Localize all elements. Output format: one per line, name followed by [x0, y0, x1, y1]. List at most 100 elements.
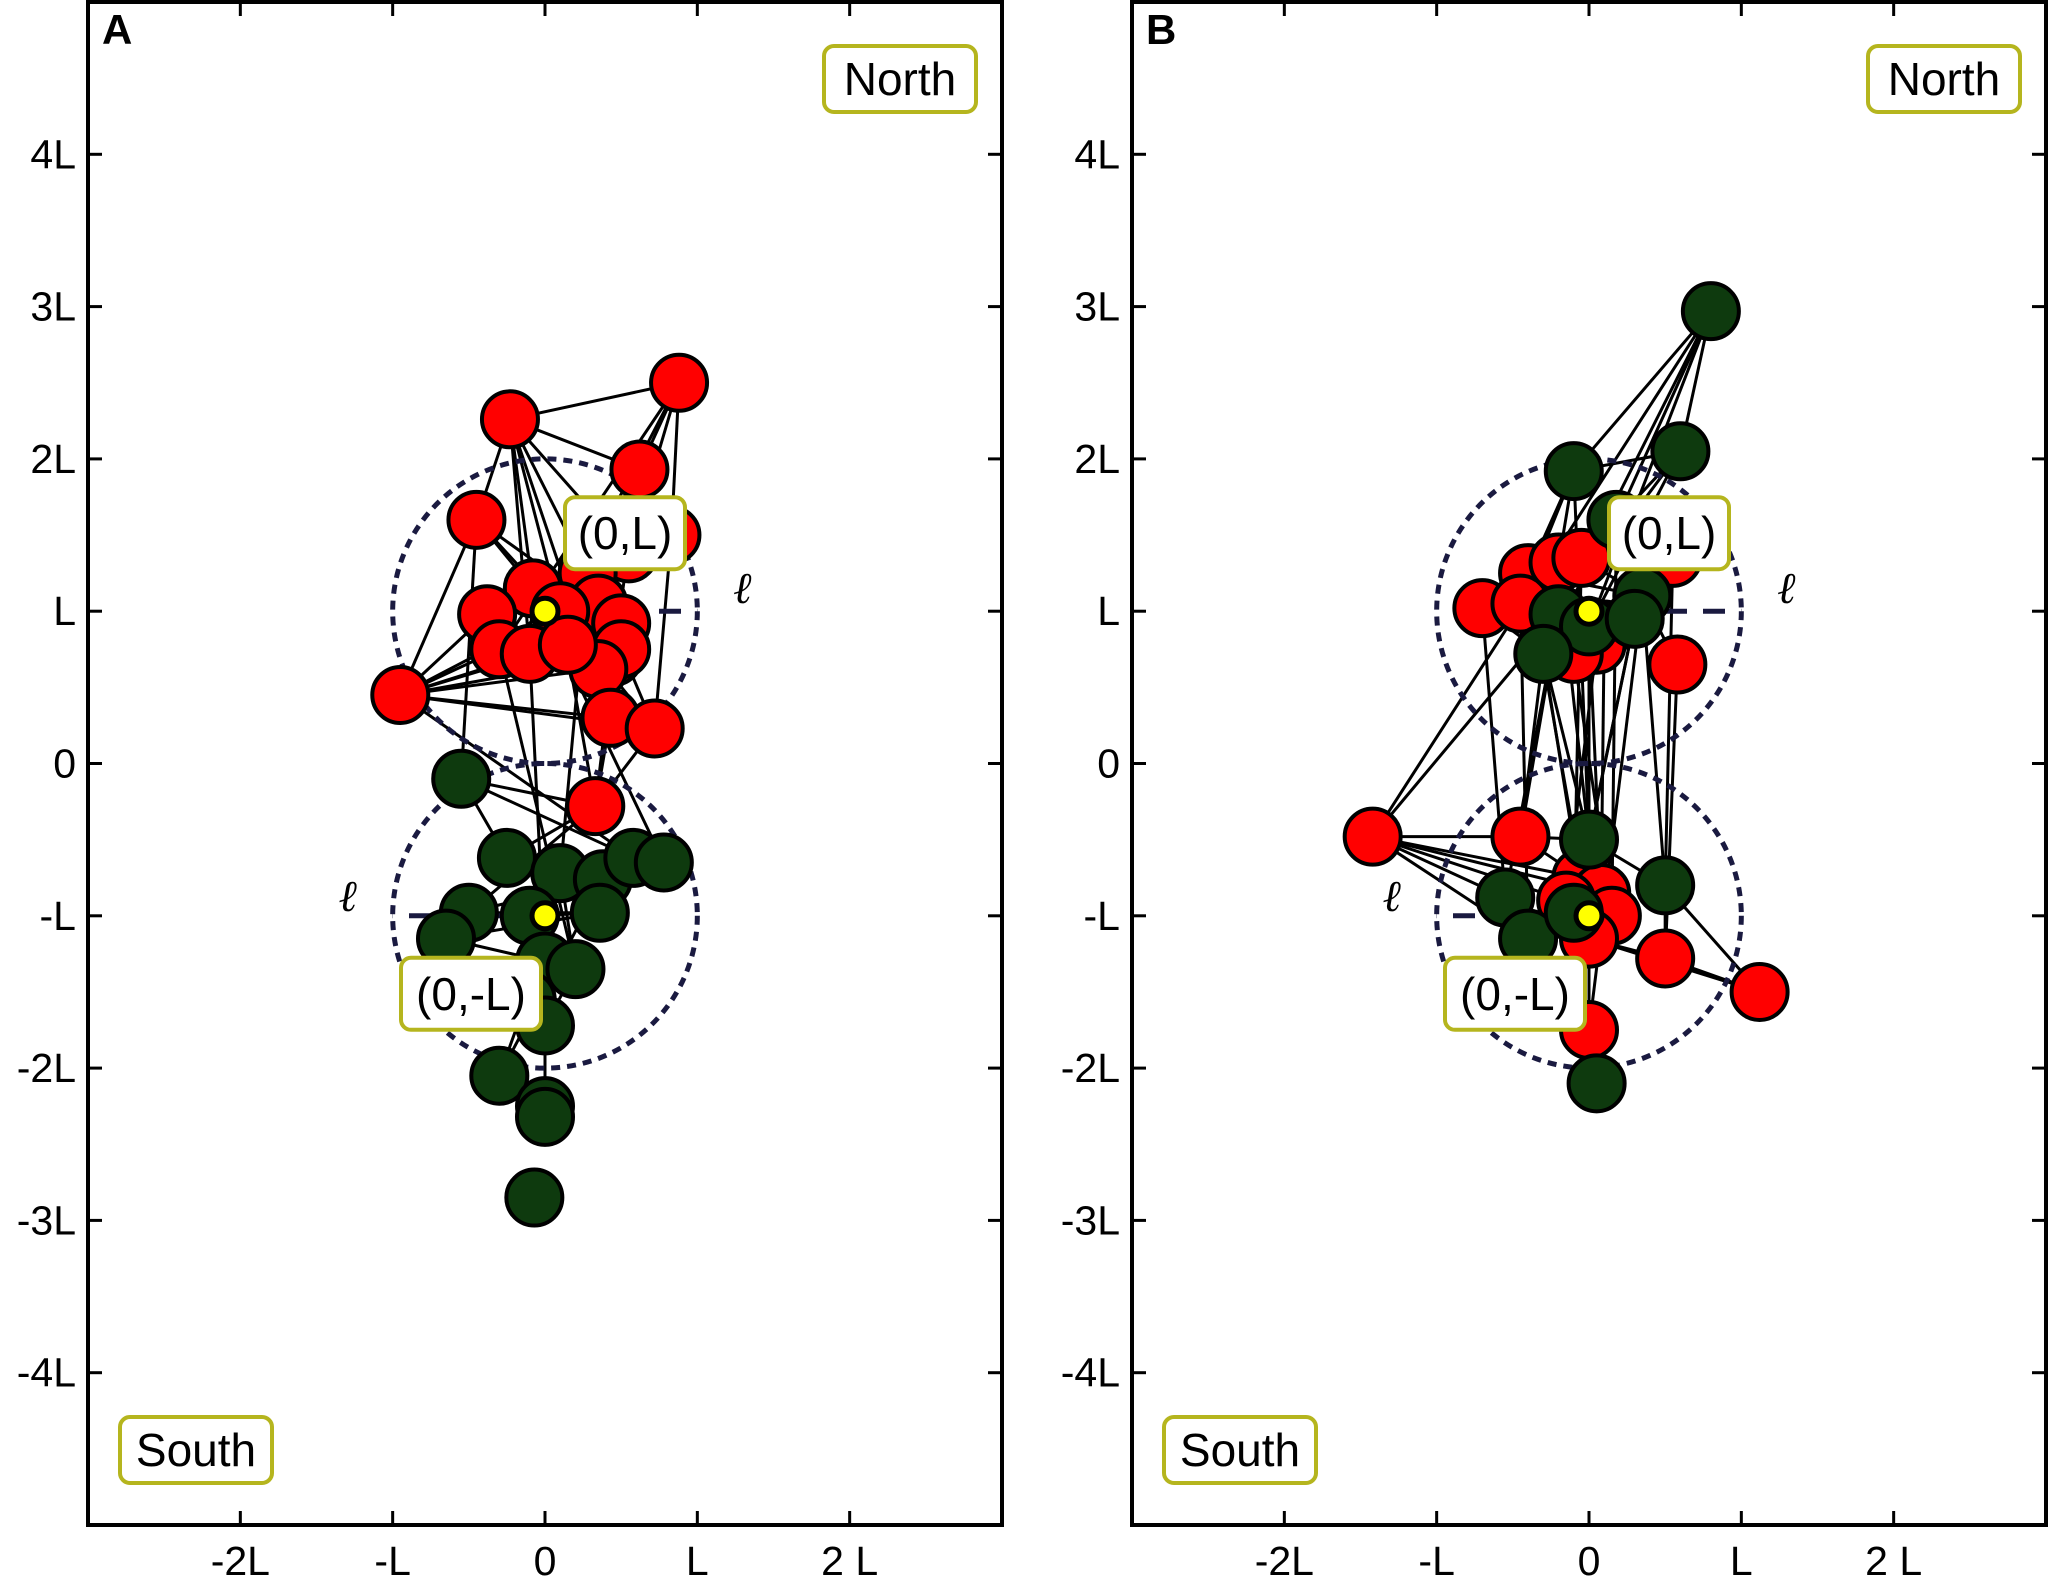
green-node	[569, 882, 630, 943]
x-tick-label: 2 L	[821, 1538, 878, 1582]
y-tick-label: L	[1097, 588, 1120, 634]
center-label: (0,-L)	[399, 955, 543, 1032]
center-label-text: (0,-L)	[416, 968, 526, 1020]
north-label: North	[822, 44, 978, 114]
green-node	[504, 1167, 565, 1228]
center-label: (0,-L)	[1443, 955, 1587, 1032]
y-tick-label: 2L	[1074, 436, 1120, 482]
south-label-text: South	[1180, 1424, 1300, 1476]
north-label-box	[1866, 44, 2022, 114]
edge	[460, 777, 634, 860]
south-label-box	[118, 1415, 274, 1485]
y-tick-label: 3L	[30, 284, 76, 330]
y-tick-label: -4L	[1061, 1350, 1120, 1396]
x-tick-label: 0	[1578, 1538, 1601, 1582]
center-point	[1573, 900, 1605, 932]
y-tick-label: -4L	[17, 1350, 76, 1396]
red-node	[1647, 634, 1708, 695]
panel-letter: A	[102, 6, 132, 53]
north-label-text: North	[1888, 53, 2000, 105]
radius-label: ℓ	[1383, 871, 1402, 922]
y-tick-label: -3L	[17, 1197, 76, 1243]
y-tick-label: 0	[53, 741, 76, 787]
south-label: South	[1162, 1415, 1318, 1485]
x-tick-label: L	[1730, 1538, 1753, 1582]
center-label-text: (0,-L)	[1460, 968, 1570, 1020]
red-node	[370, 664, 431, 725]
center-label-text: (0,L)	[578, 507, 673, 559]
edge	[1572, 310, 1713, 473]
panel-letter: B	[1146, 6, 1176, 53]
edge	[497, 648, 577, 970]
green-node	[1559, 809, 1619, 870]
green-node	[1604, 588, 1665, 649]
x-tick-label: -L	[1418, 1538, 1454, 1582]
y-tick-label: 3L	[1074, 284, 1120, 330]
nodes	[1342, 281, 1790, 1114]
south-label-text: South	[136, 1424, 256, 1476]
panel-b: -2L -L 0 L 2 L 4L 3L 2L L 0 -L -2L -3L -4L B North South…	[1061, 0, 2048, 1582]
red-node	[446, 489, 507, 550]
y-tick-label: -L	[40, 893, 76, 939]
panel-a: -2L -L 0 L 2 L 4L 3L 2L L 0 -L -2L -3L -4L A North South…	[17, 0, 1004, 1582]
center-point	[529, 900, 561, 932]
y-tick-label: -3L	[1061, 1197, 1120, 1243]
red-node	[1342, 806, 1403, 867]
green-node	[431, 748, 492, 809]
x-tick-label: -2L	[1255, 1538, 1314, 1582]
edge	[459, 519, 478, 779]
south-label-box	[1162, 1415, 1318, 1485]
y-tick-label: -2L	[1061, 1045, 1120, 1091]
green-node	[1543, 441, 1604, 502]
radius-label: ℓ	[733, 563, 752, 614]
red-node	[649, 352, 710, 413]
green-node	[545, 939, 606, 1000]
green-node	[633, 832, 694, 893]
center-label-box	[1607, 495, 1731, 572]
north-label-box	[822, 44, 978, 114]
edge	[1372, 835, 1582, 880]
center-label-box	[563, 495, 687, 572]
red-node	[609, 439, 670, 500]
center-point	[1573, 595, 1605, 627]
x-tick-label: 0	[534, 1538, 557, 1582]
x-tick-label: L	[686, 1538, 709, 1582]
green-node	[515, 1086, 575, 1147]
red-node	[624, 698, 685, 759]
center-label-text: (0,L)	[1622, 507, 1717, 559]
red-node	[1490, 806, 1551, 867]
red-node	[565, 776, 626, 837]
region-circle	[390, 760, 700, 1071]
y-tick-label: 4L	[1074, 131, 1120, 177]
green-node	[1680, 281, 1741, 342]
edge	[1541, 653, 1591, 841]
y-tick-label: -L	[1084, 893, 1120, 939]
x-tick-label: 2 L	[1865, 1538, 1922, 1582]
center-label-box	[1443, 955, 1587, 1032]
x-tick-label: -2L	[211, 1538, 270, 1582]
red-node	[1729, 961, 1790, 1022]
center-point	[529, 595, 561, 627]
y-tick-label: -2L	[17, 1045, 76, 1091]
radius-label: ℓ	[339, 871, 358, 922]
center-label: (0,L)	[1607, 495, 1731, 572]
radius-label: ℓ	[1777, 563, 1796, 614]
edge	[1615, 310, 1713, 521]
x-tick-label: -L	[374, 1538, 410, 1582]
green-node	[1650, 421, 1711, 482]
y-tick-label: 4L	[30, 131, 76, 177]
green-node	[476, 827, 537, 888]
nodes	[370, 352, 710, 1228]
green-node	[1635, 855, 1696, 916]
region-circle	[390, 456, 700, 767]
center-label: (0,L)	[563, 495, 687, 572]
center-label-box	[399, 955, 543, 1032]
green-node	[1513, 623, 1574, 684]
red-node	[1635, 928, 1696, 989]
green-node	[469, 1045, 530, 1106]
plot-frame	[86, 0, 1004, 1527]
green-node	[1566, 1053, 1627, 1114]
y-tick-label: 0	[1097, 741, 1120, 787]
y-tick-label: L	[53, 588, 76, 634]
